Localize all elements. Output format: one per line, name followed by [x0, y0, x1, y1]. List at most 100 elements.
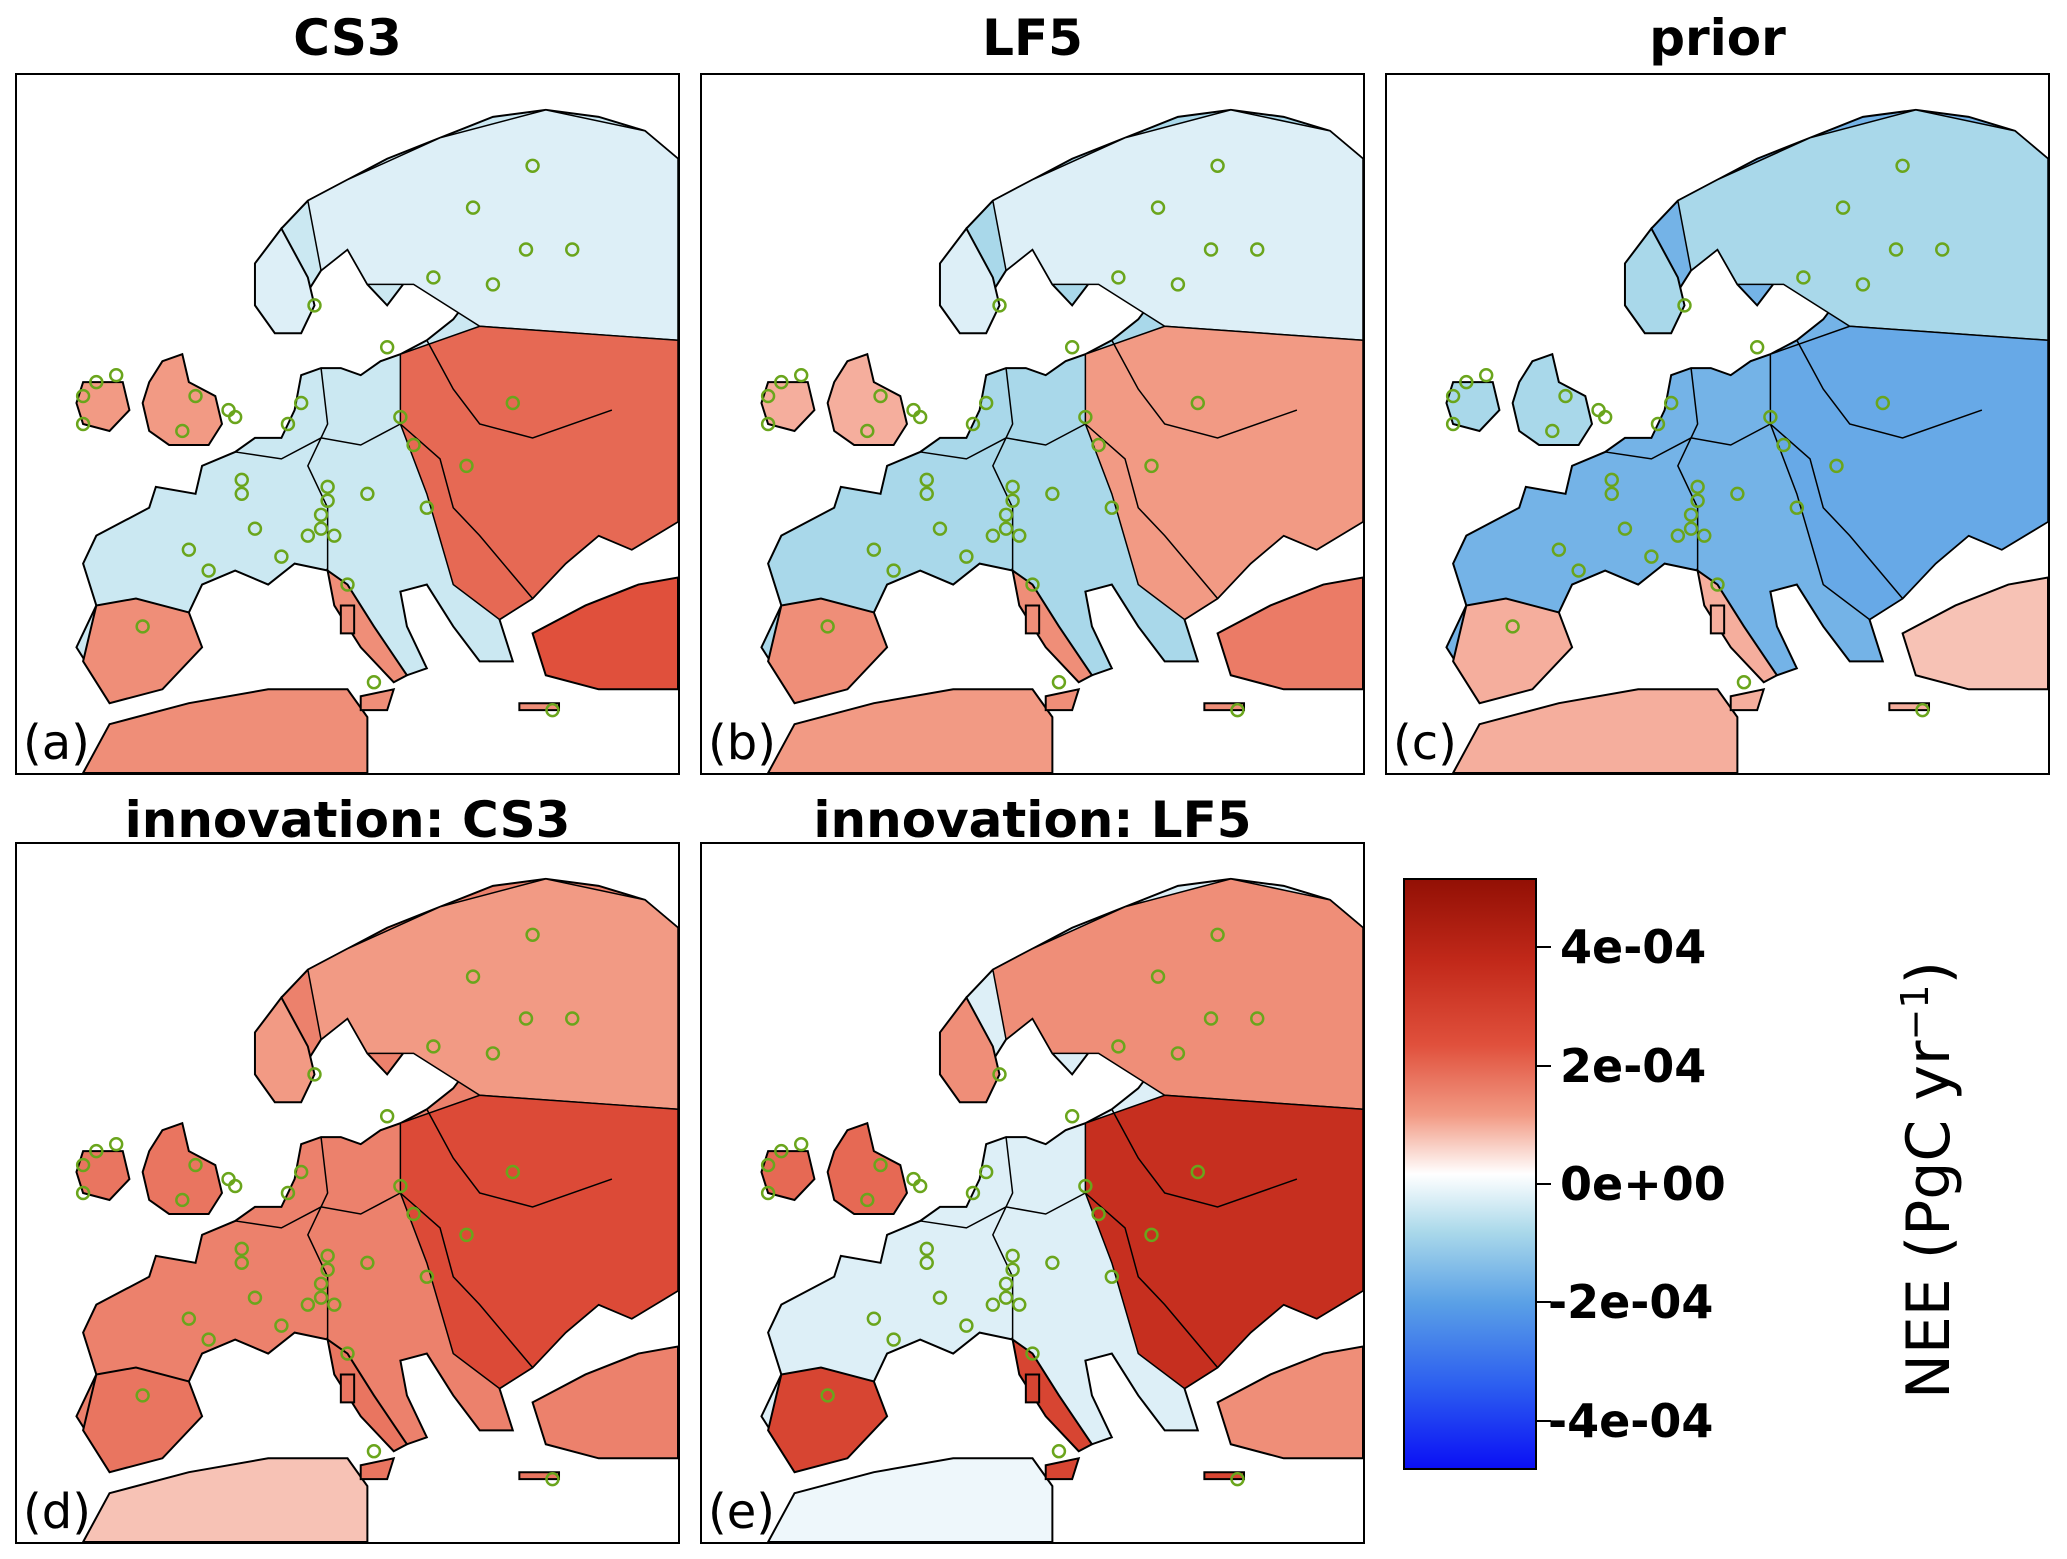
land-sicily: [359, 687, 396, 712]
site-marker: [1091, 437, 1106, 453]
site-marker: [959, 549, 974, 564]
region-north: [992, 878, 1363, 1111]
site-marker: [1710, 577, 1725, 592]
site-marker: [932, 521, 948, 536]
map-canvas-c: [1445, 108, 2048, 773]
site-marker: [485, 277, 501, 292]
site-marker: [1829, 458, 1844, 474]
site-marker: [247, 1290, 263, 1305]
site-marker: [985, 528, 1001, 543]
region-east: [399, 1094, 678, 1390]
site-marker: [181, 542, 197, 557]
land-sardinia: [1024, 1373, 1041, 1404]
site-marker: [465, 969, 481, 984]
country-border: [201, 569, 269, 586]
site-marker: [1005, 1262, 1020, 1277]
land-africa: [81, 688, 369, 773]
site-marker: [886, 563, 901, 578]
site-marker: [1203, 1011, 1219, 1026]
site-marker: [919, 486, 934, 502]
country-border: [399, 1192, 534, 1368]
panel-label-d: (d): [23, 1484, 91, 1540]
land-sicily: [359, 1456, 396, 1481]
site-marker: [1170, 277, 1186, 292]
land-sicily: [1044, 687, 1081, 712]
colorbar-tick-mark: [1537, 1301, 1551, 1303]
site-marker: [327, 1297, 342, 1312]
country-border: [1111, 339, 1298, 439]
site-marker: [300, 1297, 316, 1312]
region-north: [1677, 109, 2048, 342]
site-marker: [1078, 409, 1093, 425]
site-marker: [1459, 374, 1474, 390]
country-border: [201, 1338, 269, 1355]
map-canvas-e: [760, 877, 1363, 1542]
land-uk: [1511, 352, 1594, 446]
site-marker: [393, 409, 408, 425]
site-marker: [774, 374, 789, 390]
site-marker: [820, 1388, 835, 1403]
country-border: [1111, 1108, 1298, 1208]
site-marker: [1650, 416, 1666, 432]
country-border: [886, 569, 954, 586]
site-marker: [965, 416, 981, 432]
map-panel-e: (e): [700, 842, 1365, 1544]
colorbar-tick-mark: [1537, 1420, 1551, 1422]
site-marker: [485, 1046, 501, 1061]
site-marker: [1558, 388, 1573, 404]
panel-title-b: LF5: [982, 9, 1083, 67]
site-marker: [760, 1157, 776, 1173]
region-north: [307, 109, 678, 342]
site-marker: [75, 1185, 91, 1201]
map-panel-c: (c): [1385, 73, 2050, 775]
site-marker: [1005, 479, 1020, 495]
site-marker: [793, 1136, 809, 1152]
site-marker: [1677, 298, 1692, 313]
site-marker: [1888, 242, 1904, 257]
site-marker: [227, 1178, 243, 1194]
site-marker: [1064, 1109, 1080, 1124]
land-italy: [326, 568, 409, 684]
site-marker: [1670, 528, 1686, 543]
map-canvas-b: [760, 108, 1363, 773]
site-marker: [320, 493, 335, 508]
region-east: [1769, 325, 2048, 621]
site-marker: [1091, 1206, 1106, 1222]
site-marker: [300, 528, 316, 543]
site-marker: [1150, 200, 1166, 215]
land-sicily: [1729, 687, 1766, 712]
site-marker: [1005, 1248, 1020, 1264]
site-marker: [1663, 395, 1679, 411]
site-marker: [1025, 1346, 1040, 1361]
site-marker: [518, 242, 534, 257]
site-marker: [426, 270, 441, 285]
site-marker: [366, 675, 382, 690]
country-border: [426, 1108, 613, 1208]
site-marker: [1545, 423, 1560, 439]
site-marker: [234, 486, 249, 502]
site-marker: [406, 1206, 421, 1222]
region-north: [307, 878, 678, 1111]
site-marker: [280, 416, 296, 432]
site-marker: [1796, 270, 1811, 285]
site-marker: [1104, 1269, 1120, 1284]
land-turkey: [1216, 1345, 1363, 1460]
site-marker: [793, 367, 809, 383]
site-marker: [234, 1255, 249, 1271]
site-marker: [1730, 486, 1745, 502]
site-marker: [465, 200, 481, 215]
site-marker: [234, 472, 249, 488]
country-border: [1084, 423, 1219, 599]
land-sardinia: [339, 604, 356, 635]
land-sardinia: [1709, 604, 1726, 635]
site-marker: [873, 1157, 888, 1173]
land-italy: [1011, 568, 1094, 684]
panel-title-e: innovation: LF5: [813, 791, 1252, 849]
site-marker: [1571, 563, 1586, 578]
site-marker: [1250, 242, 1265, 257]
site-marker: [419, 1269, 435, 1284]
country-border: [1084, 1192, 1219, 1368]
site-marker: [760, 388, 776, 404]
colorbar: [1403, 878, 1537, 1470]
panel-label-a: (a): [23, 715, 90, 771]
